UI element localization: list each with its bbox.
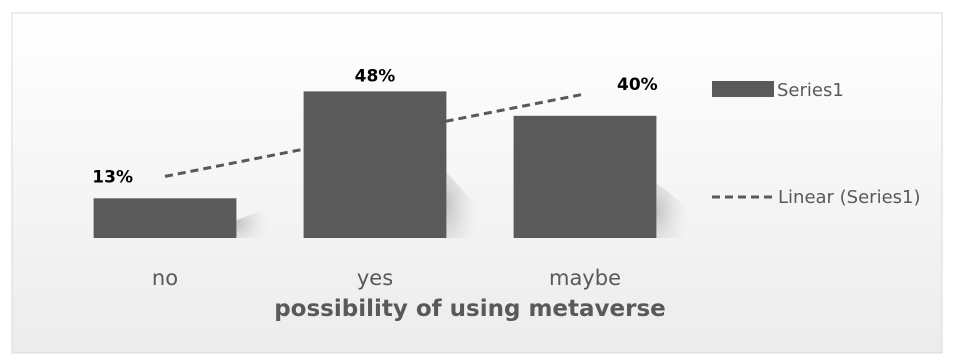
legend-label-series1: Series1: [777, 80, 844, 101]
bar-shadow: [236, 208, 269, 238]
category-label-yes: yes: [357, 266, 393, 290]
data-label-yes: 48%: [355, 66, 396, 86]
bar-maybe: [513, 115, 657, 238]
bar-shadow: [446, 172, 479, 238]
category-labels: no yes maybe: [152, 266, 621, 290]
legend-label-trendline: Linear (Series1): [778, 187, 921, 208]
bar-yes: [303, 91, 447, 238]
x-axis-title: possibility of using metaverse: [274, 296, 666, 322]
data-labels: 13% 48% 40%: [92, 66, 657, 187]
data-label-maybe: 40%: [617, 75, 658, 95]
legend-swatch-series1: [712, 81, 774, 97]
chart-frame: [11, 12, 943, 354]
bar-shadow: [656, 183, 689, 238]
bar-shadows: [236, 172, 689, 238]
legend: Series1 Linear (Series1): [712, 80, 921, 208]
category-label-maybe: maybe: [549, 266, 621, 290]
bars: [93, 91, 657, 238]
bar-no: [93, 198, 237, 238]
trendline: [164, 92, 586, 178]
linear-trendline: [164, 92, 586, 178]
category-label-no: no: [152, 266, 178, 290]
data-label-no: 13%: [92, 167, 133, 187]
